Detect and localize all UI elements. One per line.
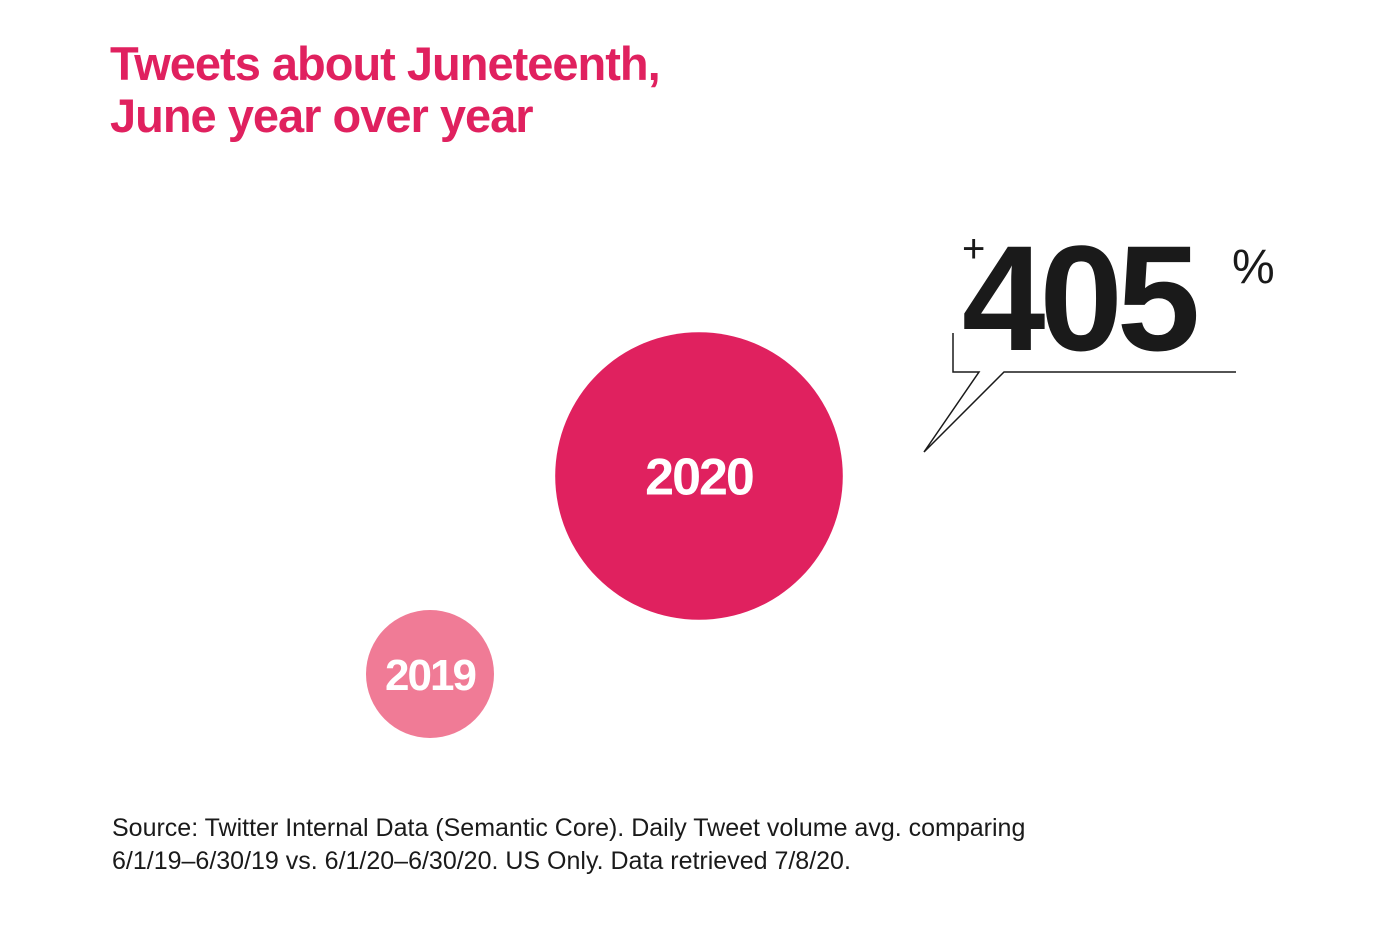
- bubble-label-2020: 2020: [645, 449, 753, 507]
- change-suffix: %: [1232, 241, 1275, 294]
- bubble-label-2019: 2019: [385, 651, 475, 700]
- bubbles-group: [366, 332, 843, 738]
- source-line-2: 6/1/19–6/30/19 vs. 6/1/20–6/30/20. US On…: [112, 847, 851, 875]
- chart-title: Tweets about Juneteenth, June year over …: [110, 37, 661, 142]
- bubble-2020: [555, 332, 843, 620]
- chart-title-line-1: Tweets about Juneteenth,: [110, 37, 661, 90]
- source-note: Source: Twitter Internal Data (Semantic …: [112, 812, 1312, 878]
- chart-title-line-2: June year over year: [110, 89, 534, 142]
- source-line-1: Source: Twitter Internal Data (Semantic …: [112, 814, 1026, 842]
- bubble-labels-group: 2019 2020: [385, 449, 755, 700]
- bubble-2019: [366, 610, 494, 738]
- change-prefix: +: [962, 227, 985, 271]
- callout-line: [923, 333, 1236, 453]
- change-value: 405: [962, 214, 1197, 382]
